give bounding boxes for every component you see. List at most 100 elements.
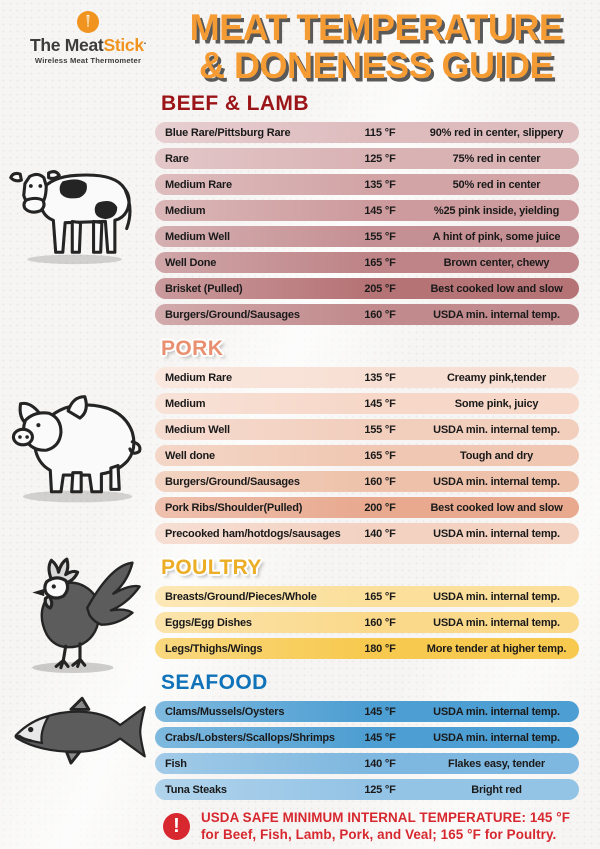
brand-name: The MeatStick. (30, 35, 146, 55)
row-name: Medium Rare (165, 371, 232, 384)
row-desc: 50% red in center (452, 178, 541, 191)
table-row: Clams/Mussels/Oysters 145 °F USDA min. int… (155, 701, 579, 722)
row-temp: 165 °F (364, 590, 396, 603)
row-name: Well Done (165, 256, 217, 269)
row-temp: 145 °F (364, 204, 396, 217)
row-desc: USDA min. internal temp. (433, 705, 560, 718)
row-temp: 205 °F (364, 282, 396, 295)
usda-warning-line1: USDA SAFE MINIMUM INTERNAL TEMPERATURE: … (201, 810, 571, 825)
row-temp: 140 °F (364, 757, 396, 770)
pig-illustration (6, 380, 154, 506)
row-desc: 90% red in center, slippery (429, 126, 564, 139)
row-temp: 145 °F (364, 397, 396, 410)
table-row: Fish 140 °F Flakes easy, tender (155, 753, 579, 774)
page-title-line2: & DONENESS GUIDE (198, 43, 554, 87)
table-row: Eggs/Egg Dishes 160 °F USDA min. internal … (155, 612, 579, 633)
meatstick-probe-icon (77, 11, 99, 33)
row-temp: 155 °F (364, 230, 396, 243)
table-row: Legs/Thighs/Wings 180 °F More tender at hi… (155, 638, 579, 659)
row-desc: 75% red in center (452, 152, 541, 165)
row-desc: More tender at higher temp. (426, 642, 567, 655)
row-desc: Tough and dry (460, 449, 533, 462)
row-name: Crabs/Lobsters/Scallops/Shrimps (165, 731, 335, 744)
row-name: Medium (165, 397, 206, 410)
row-desc: USDA min. internal temp. (433, 308, 560, 321)
brand-logo: The MeatStick. Wireless Meat Thermometer (14, 10, 162, 65)
row-temp: 125 °F (364, 783, 396, 796)
row-desc: USDA min. internal temp. (433, 527, 560, 540)
row-name: Fish (165, 757, 187, 770)
row-temp: 145 °F (364, 705, 396, 718)
row-desc: USDA min. internal temp. (433, 616, 560, 629)
row-temp: 155 °F (364, 423, 396, 436)
row-name: Legs/Thighs/Wings (165, 642, 263, 655)
row-name: Medium Well (165, 230, 230, 243)
row-name: Tuna Steaks (165, 783, 227, 796)
row-temp: 125 °F (364, 152, 396, 165)
row-temp: 135 °F (364, 371, 396, 384)
row-desc: Bright red (471, 783, 522, 796)
row-temp: 165 °F (364, 449, 396, 462)
row-name: Precooked ham/hotdogs/sausages (165, 527, 341, 540)
row-temp: 145 °F (364, 731, 396, 744)
row-temp: 140 °F (364, 527, 396, 540)
usda-warning-line2: for Beef, Fish, Lamb, Pork, and Veal; 16… (201, 826, 557, 842)
row-temp: 160 °F (364, 475, 396, 488)
row-desc: Some pink, juicy (454, 397, 539, 410)
table-row: Breasts/Ground/Pieces/Whole 165 °F USDA mi… (155, 586, 579, 607)
row-desc: %25 pink inside, yielding (433, 204, 560, 217)
row-desc: Flakes easy, tender (448, 757, 545, 770)
table-row: Pork Ribs/Shoulder(Pulled) 200 °F Best coo… (155, 497, 579, 518)
table-row: Medium Rare 135 °F Creamy pink,tender (155, 367, 579, 388)
row-name: Breasts/Ground/Pieces/Whole (165, 590, 317, 603)
row-name: Medium Rare (165, 178, 232, 191)
row-name: Blue Rare/Pittsburg Rare (165, 126, 291, 139)
row-name: Medium (165, 204, 206, 217)
page-title-line1: MEAT TEMPERATURE (189, 5, 563, 49)
row-name: Well done (165, 449, 215, 462)
row-temp: 180 °F (364, 642, 396, 655)
row-temp: 165 °F (364, 256, 396, 269)
row-name: Burgers/Ground/Sausages (165, 475, 300, 488)
section-seafood: SEAFOOD Clams/Mussels/Oysters 145 °F USDA m… (155, 671, 579, 800)
usda-warning: ! USDA SAFE MINIMUM INTERNAL TEMPERATURE:… (163, 810, 579, 843)
section-title-beef: BEEF & LAMB (161, 92, 309, 115)
row-temp: 200 °F (364, 501, 396, 514)
alert-icon: ! (163, 813, 190, 840)
table-row: Medium Well 155 °F USDA min. internal temp… (155, 419, 579, 440)
row-name: Clams/Mussels/Oysters (165, 705, 285, 718)
doneness-table: BEEF & LAMB Blue Rare/Pittsburg Rare 115 °… (155, 88, 579, 843)
row-temp: 115 °F (364, 126, 396, 139)
section-title-poultry: POULTRY (161, 556, 262, 579)
section-title-pork: PORK (161, 337, 224, 360)
row-desc: USDA min. internal temp. (433, 475, 560, 488)
row-desc: USDA min. internal temp. (433, 423, 560, 436)
table-row: Well Done 165 °F Brown center, chewy (155, 252, 579, 273)
row-desc: USDA min. internal temp. (433, 590, 560, 603)
page-title: MEAT TEMPERATURE & DONENESS GUIDE (163, 5, 589, 87)
row-name: Pork Ribs/Shoulder(Pulled) (165, 501, 303, 514)
row-temp: 160 °F (364, 616, 396, 629)
cow-illustration (6, 146, 148, 278)
table-row: Precooked ham/hotdogs/sausages 140 °F USDA… (155, 523, 579, 544)
row-desc: Brown center, chewy (443, 256, 550, 269)
row-name: Brisket (Pulled) (165, 282, 243, 295)
table-row: Tuna Steaks 125 °F Bright red (155, 779, 579, 800)
table-row: Medium 145 °F %25 pink inside, yielding (155, 200, 579, 221)
section-poultry: POULTRY Breasts/Ground/Pieces/Whole 165 °F… (155, 556, 579, 659)
table-row: Rare 125 °F 75% red in center (155, 148, 579, 169)
table-row: Medium Well 155 °F A hint of pink, some ju… (155, 226, 579, 247)
row-name: Rare (165, 152, 189, 165)
row-desc: Best cooked low and slow (430, 282, 563, 295)
section-beef: BEEF & LAMB Blue Rare/Pittsburg Rare 115 °… (155, 92, 579, 325)
row-desc: Creamy pink,tender (446, 371, 547, 384)
row-temp: 135 °F (364, 178, 396, 191)
brand-tagline: Wireless Meat Thermometer (34, 56, 142, 66)
table-row: Burgers/Ground/Sausages 160 °F USDA min. i… (155, 304, 579, 325)
table-row: Well done 165 °F Tough and dry (155, 445, 579, 466)
row-desc: Best cooked low and slow (430, 501, 563, 514)
table-row: Medium Rare 135 °F 50% red in center (155, 174, 579, 195)
row-temp: 160 °F (364, 308, 396, 321)
section-title-seafood: SEAFOOD (161, 671, 268, 694)
